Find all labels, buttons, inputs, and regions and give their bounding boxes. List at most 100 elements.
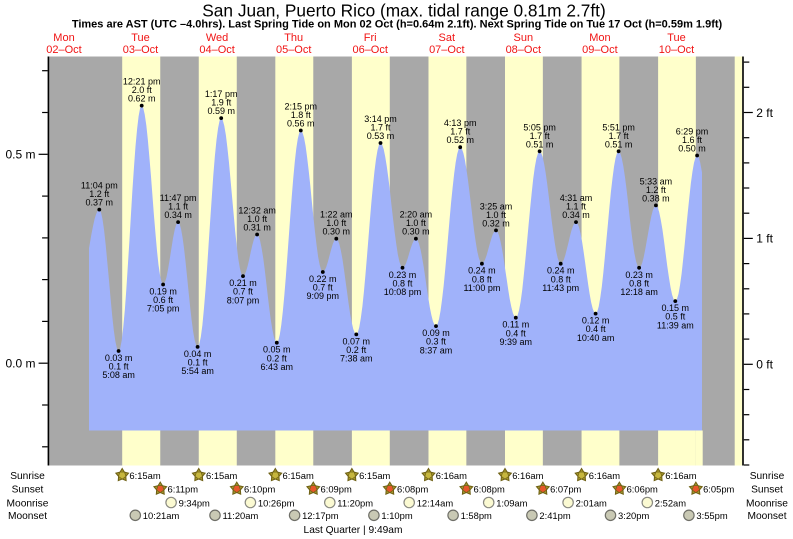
svg-text:1.2 ft: 1.2 ft (646, 185, 667, 195)
svg-text:0.51 m: 0.51 m (605, 139, 633, 149)
svg-text:3:14 pm: 3:14 pm (364, 114, 397, 124)
svg-text:10–Oct: 10–Oct (659, 44, 694, 56)
svg-text:0.5 m: 0.5 m (5, 148, 35, 162)
svg-text:0.34 m: 0.34 m (562, 210, 590, 220)
svg-text:0.24 m: 0.24 m (468, 266, 496, 276)
svg-text:6:07pm: 6:07pm (550, 484, 581, 495)
svg-text:0.8 ft: 0.8 ft (629, 278, 650, 288)
svg-text:02–Oct: 02–Oct (46, 44, 81, 56)
svg-text:1.1 ft: 1.1 ft (168, 202, 189, 212)
svg-text:Moonset: Moonset (8, 511, 47, 522)
svg-text:2:15 pm: 2:15 pm (285, 102, 318, 112)
svg-text:1.0 ft: 1.0 ft (486, 210, 507, 220)
svg-text:04–Oct: 04–Oct (199, 44, 234, 56)
svg-text:Sun: Sun (514, 32, 534, 44)
svg-text:0.1 ft: 0.1 ft (188, 358, 209, 368)
svg-text:0.15 m: 0.15 m (662, 303, 690, 313)
svg-text:1:10pm: 1:10pm (381, 510, 412, 521)
svg-text:0.5 ft: 0.5 ft (665, 312, 686, 322)
svg-text:0.12 m: 0.12 m (582, 316, 610, 326)
svg-text:1.0 ft: 1.0 ft (247, 214, 268, 224)
svg-text:6:16am: 6:16am (589, 470, 620, 481)
svg-text:9:39 am: 9:39 am (500, 337, 533, 347)
svg-text:6:16am: 6:16am (665, 470, 696, 481)
svg-text:Sunset: Sunset (12, 485, 44, 496)
svg-text:5:33 am: 5:33 am (640, 176, 673, 186)
svg-text:Last Quarter | 9:49am: Last Quarter | 9:49am (304, 525, 403, 536)
svg-text:0.50 m: 0.50 m (678, 144, 706, 154)
svg-text:0.03 m: 0.03 m (105, 353, 133, 363)
svg-text:6:09pm: 6:09pm (321, 484, 352, 495)
svg-text:1 ft: 1 ft (756, 232, 773, 246)
svg-text:0.19 m: 0.19 m (149, 287, 177, 297)
svg-text:5:05 pm: 5:05 pm (523, 122, 556, 132)
svg-text:6:05pm: 6:05pm (703, 484, 734, 495)
svg-text:2:20 am: 2:20 am (400, 210, 433, 220)
svg-text:Times are AST (UTC –4.0hrs). L: Times are AST (UTC –4.0hrs). Last Spring… (72, 19, 723, 31)
svg-text:06–Oct: 06–Oct (352, 44, 387, 56)
svg-text:0.30 m: 0.30 m (402, 227, 430, 237)
svg-text:0.23 m: 0.23 m (625, 270, 653, 280)
svg-text:5:51 pm: 5:51 pm (602, 122, 635, 132)
svg-text:9:34pm: 9:34pm (179, 497, 210, 508)
svg-text:1.0 ft: 1.0 ft (326, 218, 347, 228)
svg-text:0.8 ft: 0.8 ft (472, 274, 493, 284)
svg-text:1.0 ft: 1.0 ft (406, 218, 427, 228)
svg-text:0.8 ft: 0.8 ft (392, 278, 413, 288)
svg-text:Fri: Fri (364, 32, 377, 44)
svg-text:09–Oct: 09–Oct (582, 44, 617, 56)
svg-text:12:18 am: 12:18 am (620, 287, 658, 297)
svg-text:4:31 am: 4:31 am (560, 193, 593, 203)
svg-text:03–Oct: 03–Oct (123, 44, 158, 56)
svg-text:0.09 m: 0.09 m (422, 328, 450, 338)
svg-text:0.21 m: 0.21 m (229, 278, 257, 288)
svg-text:0.52 m: 0.52 m (446, 135, 474, 145)
svg-text:1.2 ft: 1.2 ft (89, 189, 110, 199)
svg-text:11:00 pm: 11:00 pm (463, 283, 500, 293)
svg-text:12:21 pm: 12:21 pm (123, 77, 161, 87)
svg-text:11:39 am: 11:39 am (657, 320, 694, 330)
svg-text:1.9 ft: 1.9 ft (211, 98, 232, 108)
svg-text:6:06pm: 6:06pm (627, 484, 658, 495)
svg-text:0.4 ft: 0.4 ft (586, 324, 607, 334)
svg-text:0.8 ft: 0.8 ft (551, 274, 572, 284)
svg-text:0.34 m: 0.34 m (164, 210, 192, 220)
svg-text:6:43 am: 6:43 am (261, 362, 294, 372)
svg-text:10:40 am: 10:40 am (577, 333, 615, 343)
svg-text:11:47 pm: 11:47 pm (160, 193, 197, 203)
svg-text:11:43 pm: 11:43 pm (542, 283, 579, 293)
svg-text:0.1 ft: 0.1 ft (109, 362, 130, 372)
svg-text:0.7 ft: 0.7 ft (233, 287, 254, 297)
svg-text:Wed: Wed (206, 32, 228, 44)
svg-text:0.7 ft: 0.7 ft (313, 283, 334, 293)
svg-text:Mon: Mon (589, 32, 610, 44)
svg-text:1:22 am: 1:22 am (320, 210, 353, 220)
svg-text:0.11 m: 0.11 m (502, 320, 529, 330)
svg-text:6:08pm: 6:08pm (474, 484, 505, 495)
svg-text:Sunset: Sunset (751, 485, 783, 496)
svg-text:3:55pm: 3:55pm (696, 510, 727, 521)
svg-text:0.59 m: 0.59 m (207, 106, 235, 116)
svg-text:0.6 ft: 0.6 ft (153, 295, 174, 305)
svg-text:San Juan, Puerto Rico (max. ti: San Juan, Puerto Rico (max. tidal range … (202, 0, 605, 20)
svg-text:4:13 pm: 4:13 pm (444, 118, 477, 128)
svg-text:7:38 am: 7:38 am (340, 354, 373, 364)
svg-text:07–Oct: 07–Oct (429, 44, 464, 56)
svg-text:Sunrise: Sunrise (750, 471, 785, 482)
svg-text:1:09am: 1:09am (496, 497, 527, 508)
svg-text:2:52am: 2:52am (655, 497, 686, 508)
svg-text:08–Oct: 08–Oct (506, 44, 541, 56)
svg-text:1.6 ft: 1.6 ft (682, 135, 703, 145)
svg-text:5:54 am: 5:54 am (181, 366, 214, 376)
svg-text:Tue: Tue (667, 32, 686, 44)
svg-text:1:17 pm: 1:17 pm (205, 89, 238, 99)
svg-text:0.2 ft: 0.2 ft (267, 353, 288, 363)
svg-text:11:20am: 11:20am (223, 510, 259, 521)
svg-text:0.62 m: 0.62 m (128, 94, 156, 104)
svg-text:7:05 pm: 7:05 pm (147, 304, 180, 314)
svg-text:0.56 m: 0.56 m (287, 119, 315, 129)
svg-text:1.7 ft: 1.7 ft (609, 131, 630, 141)
svg-text:6:08pm: 6:08pm (397, 484, 428, 495)
svg-text:6:29 pm: 6:29 pm (676, 127, 709, 137)
svg-text:10:08 pm: 10:08 pm (384, 287, 422, 297)
